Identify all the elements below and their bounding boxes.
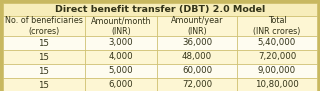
Text: Direct benefit transfer (DBT) 2.0 Model: Direct benefit transfer (DBT) 2.0 Model — [55, 5, 265, 14]
Text: 9,00,000: 9,00,000 — [258, 67, 296, 76]
Text: 15: 15 — [38, 81, 50, 90]
Text: 36,000: 36,000 — [182, 38, 212, 48]
Text: 7,20,000: 7,20,000 — [258, 53, 296, 62]
Bar — [3, 16, 85, 36]
Bar — [85, 78, 157, 91]
Text: Total
(INR crores): Total (INR crores) — [253, 16, 301, 35]
Text: 72,000: 72,000 — [182, 81, 212, 90]
Bar — [157, 36, 237, 50]
Bar — [3, 36, 85, 50]
Text: 4,000: 4,000 — [109, 53, 133, 62]
Text: 6,000: 6,000 — [109, 81, 133, 90]
Text: Amount/month
(INR): Amount/month (INR) — [91, 16, 151, 35]
Bar — [3, 50, 85, 64]
Bar — [3, 78, 85, 91]
Text: 5,40,000: 5,40,000 — [258, 38, 296, 48]
Text: 48,000: 48,000 — [182, 53, 212, 62]
Text: 15: 15 — [38, 53, 50, 62]
Bar — [3, 3, 317, 16]
Text: 60,000: 60,000 — [182, 67, 212, 76]
Bar — [237, 16, 317, 36]
Bar — [157, 50, 237, 64]
Bar — [237, 64, 317, 78]
Text: No. of beneficiaries
(crores): No. of beneficiaries (crores) — [5, 16, 83, 35]
Bar — [157, 64, 237, 78]
Bar — [157, 16, 237, 36]
Bar — [237, 50, 317, 64]
Text: 10,80,000: 10,80,000 — [255, 81, 299, 90]
Bar — [237, 36, 317, 50]
Text: Amount/year
(INR): Amount/year (INR) — [171, 16, 223, 35]
Bar — [3, 64, 85, 78]
Bar — [237, 78, 317, 91]
Bar — [85, 36, 157, 50]
Text: 3,000: 3,000 — [109, 38, 133, 48]
Bar — [157, 78, 237, 91]
Bar — [85, 64, 157, 78]
Text: 5,000: 5,000 — [109, 67, 133, 76]
Bar — [85, 50, 157, 64]
Bar — [85, 16, 157, 36]
Text: 15: 15 — [38, 38, 50, 48]
Text: 15: 15 — [38, 67, 50, 76]
